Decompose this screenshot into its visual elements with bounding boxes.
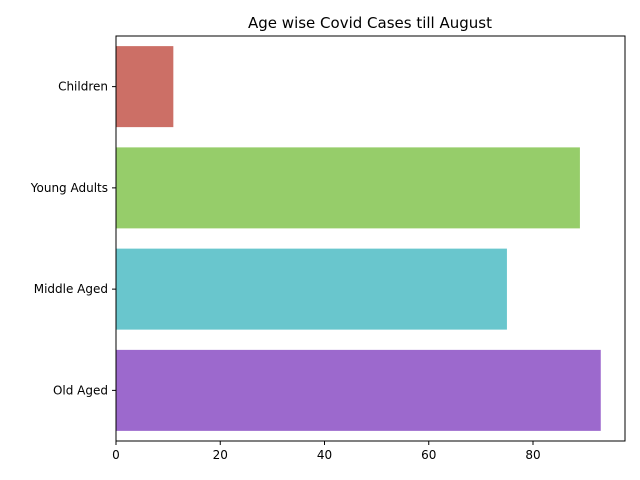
x-axis-ticks: 0 20 40 60 80 bbox=[112, 441, 541, 462]
bars bbox=[116, 46, 601, 431]
y-tick-label-young-adults: Young Adults bbox=[30, 181, 108, 195]
bar-middle-aged bbox=[116, 248, 507, 330]
x-tick-label-60: 60 bbox=[421, 448, 436, 462]
bar-old-aged bbox=[116, 349, 601, 431]
x-tick-label-40: 40 bbox=[317, 448, 332, 462]
y-axis-ticks: Children Young Adults Middle Aged Old Aged bbox=[30, 80, 116, 397]
x-tick-label-80: 80 bbox=[525, 448, 540, 462]
y-tick-label-middle-aged: Middle Aged bbox=[34, 282, 108, 296]
y-tick-label-children: Children bbox=[58, 80, 108, 94]
bar-young-adults bbox=[116, 147, 580, 229]
y-tick-label-old-aged: Old Aged bbox=[53, 383, 108, 397]
bar-children bbox=[116, 46, 174, 128]
x-tick-label-0: 0 bbox=[112, 448, 120, 462]
chart-title: Age wise Covid Cases till August bbox=[248, 14, 492, 32]
x-tick-label-20: 20 bbox=[213, 448, 228, 462]
plot-frame bbox=[115, 35, 626, 442]
